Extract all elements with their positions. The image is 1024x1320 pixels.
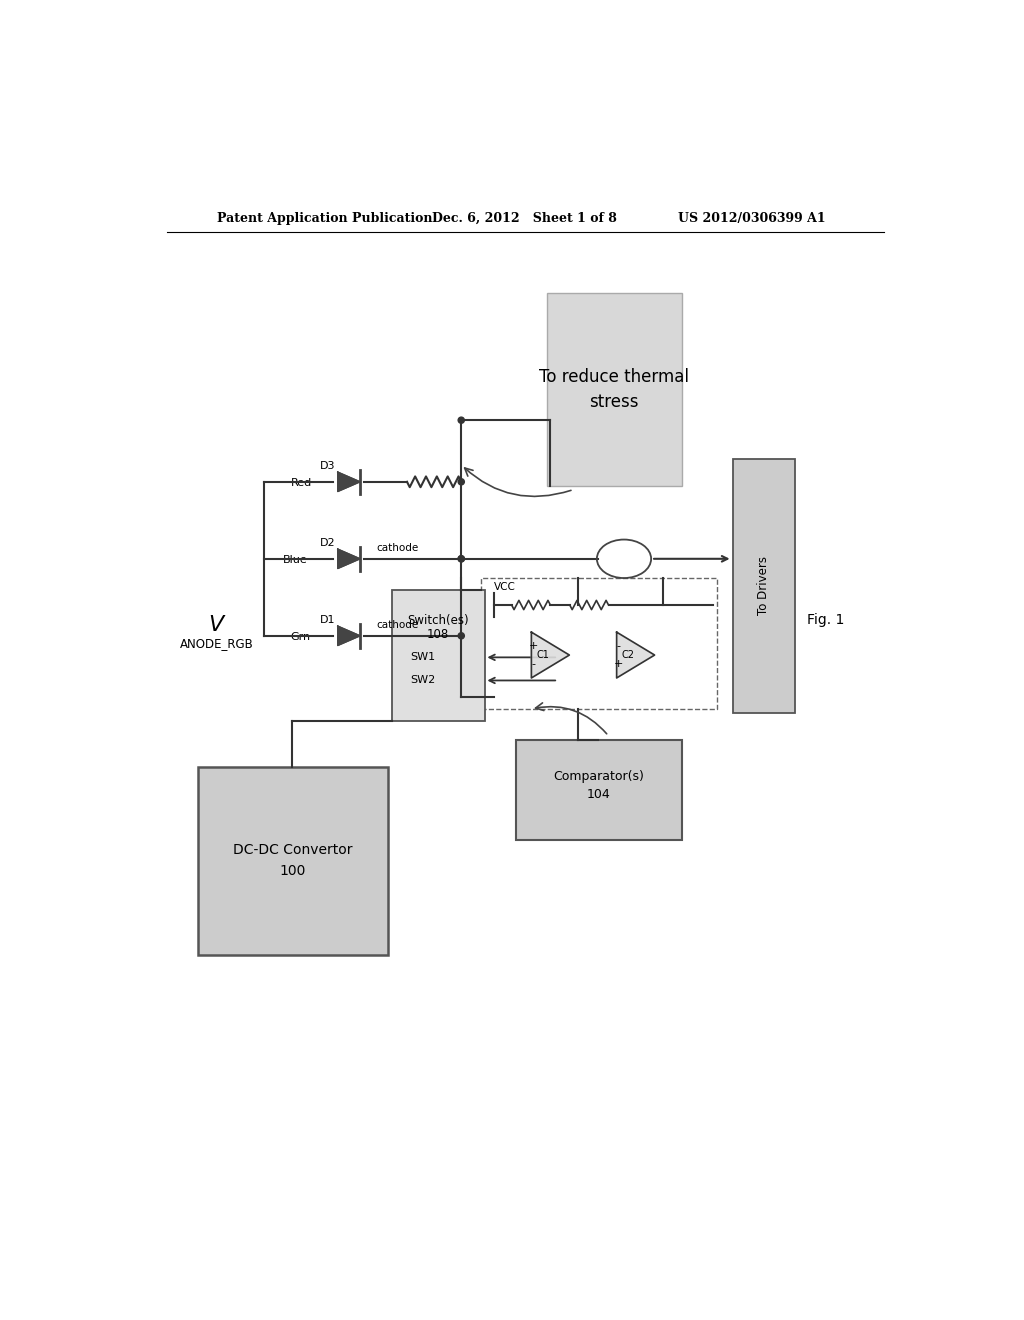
Circle shape: [458, 479, 464, 484]
Text: cathode: cathode: [376, 620, 418, 630]
Text: Dec. 6, 2012   Sheet 1 of 8: Dec. 6, 2012 Sheet 1 of 8: [432, 213, 617, 224]
Text: D1: D1: [321, 615, 336, 626]
Text: cathode: cathode: [376, 543, 418, 553]
Bar: [480, 578, 717, 709]
Text: DC-DC Convertor
100: DC-DC Convertor 100: [232, 843, 352, 878]
Text: $V$: $V$: [208, 614, 226, 636]
Text: -: -: [531, 659, 536, 669]
Text: Fig. 1: Fig. 1: [807, 614, 844, 627]
Text: ANODE_RGB: ANODE_RGB: [180, 638, 254, 651]
Polygon shape: [338, 549, 360, 569]
FancyArrowPatch shape: [465, 469, 571, 496]
Bar: [198, 767, 388, 956]
Text: Grn: Grn: [290, 631, 310, 642]
Text: To Drivers: To Drivers: [757, 556, 770, 615]
Polygon shape: [531, 632, 569, 678]
Text: To reduce thermal
stress: To reduce thermal stress: [539, 368, 689, 411]
Text: C1: C1: [537, 649, 549, 660]
Text: 108: 108: [427, 628, 450, 640]
Polygon shape: [338, 473, 360, 491]
Polygon shape: [616, 632, 654, 678]
FancyArrowPatch shape: [536, 702, 606, 734]
Text: D2: D2: [321, 539, 336, 548]
Text: US 2012/0306399 A1: US 2012/0306399 A1: [678, 213, 825, 224]
Circle shape: [458, 556, 464, 562]
Text: SW2: SW2: [410, 676, 435, 685]
Polygon shape: [338, 626, 360, 645]
Text: Patent Application Publication: Patent Application Publication: [217, 213, 432, 224]
Text: +: +: [528, 640, 538, 651]
Circle shape: [458, 417, 464, 424]
Circle shape: [458, 632, 464, 639]
Text: Blue: Blue: [283, 554, 308, 565]
Text: SW1: SW1: [410, 652, 435, 663]
Text: D3: D3: [321, 462, 336, 471]
Circle shape: [458, 556, 464, 562]
Text: Red: Red: [291, 478, 311, 487]
Bar: [515, 739, 682, 840]
Bar: [732, 459, 795, 713]
Bar: [391, 590, 484, 721]
Text: -: -: [616, 640, 621, 651]
Text: Comparator(s)
104: Comparator(s) 104: [553, 771, 644, 801]
Text: Switch(es): Switch(es): [408, 614, 469, 627]
Text: C2: C2: [622, 649, 635, 660]
Bar: [547, 293, 682, 486]
Text: +: +: [613, 659, 624, 669]
Text: VCC: VCC: [494, 582, 516, 591]
